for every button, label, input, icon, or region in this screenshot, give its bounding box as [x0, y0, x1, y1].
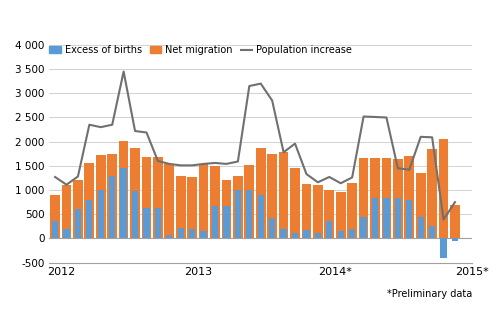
Bar [450, 204, 460, 238]
Bar [222, 180, 231, 238]
Bar [223, 206, 230, 238]
Bar [383, 198, 390, 238]
Bar [452, 238, 458, 241]
Bar [325, 190, 334, 238]
Bar [212, 206, 218, 238]
Bar [406, 200, 412, 238]
Bar [372, 198, 378, 238]
Bar [427, 149, 437, 238]
Bar [246, 190, 253, 238]
Bar [201, 231, 207, 238]
Bar [301, 184, 311, 238]
Bar [235, 190, 241, 238]
Bar [404, 156, 414, 238]
Bar [359, 157, 368, 238]
Bar [75, 209, 81, 238]
Bar [292, 233, 298, 238]
Bar [210, 166, 220, 238]
Bar [290, 168, 300, 238]
Bar [256, 148, 266, 238]
Text: *Preliminary data: *Preliminary data [387, 289, 472, 299]
Bar [303, 230, 309, 238]
Bar [130, 148, 140, 238]
Bar [267, 154, 277, 238]
Bar [143, 208, 150, 238]
Bar [109, 176, 115, 238]
Bar [132, 191, 138, 238]
Bar [280, 229, 287, 238]
Bar [360, 217, 367, 238]
Bar [258, 195, 264, 238]
Bar [440, 238, 447, 258]
Bar [199, 164, 209, 238]
Bar [177, 228, 184, 238]
Bar [164, 164, 174, 238]
Bar [61, 185, 72, 238]
Bar [279, 152, 288, 238]
Bar [233, 176, 243, 238]
Bar [50, 195, 60, 238]
Bar [429, 226, 435, 238]
Bar [119, 141, 129, 238]
Bar [349, 229, 355, 238]
Bar [107, 154, 117, 238]
Bar [176, 177, 185, 238]
Bar [86, 200, 93, 238]
Bar [120, 168, 127, 238]
Bar [395, 198, 401, 238]
Bar [370, 157, 380, 238]
Legend: Excess of births, Net migration, Population increase: Excess of births, Net migration, Populat… [49, 45, 352, 55]
Bar [338, 231, 344, 238]
Bar [382, 157, 391, 238]
Bar [269, 218, 275, 238]
Bar [418, 217, 424, 238]
Bar [244, 165, 254, 238]
Bar [347, 183, 357, 238]
Bar [166, 235, 172, 238]
Bar [313, 185, 323, 238]
Bar [98, 190, 104, 238]
Bar [314, 233, 321, 238]
Bar [64, 229, 70, 238]
Bar [416, 173, 425, 238]
Bar [85, 163, 94, 238]
Bar [438, 139, 449, 238]
Bar [336, 192, 346, 238]
Bar [153, 157, 163, 238]
Bar [142, 157, 151, 238]
Bar [73, 180, 83, 238]
Bar [155, 208, 161, 238]
Bar [187, 177, 197, 238]
Bar [52, 222, 58, 238]
Bar [326, 221, 333, 238]
Bar [393, 158, 403, 238]
Bar [189, 229, 196, 238]
Bar [96, 155, 106, 238]
